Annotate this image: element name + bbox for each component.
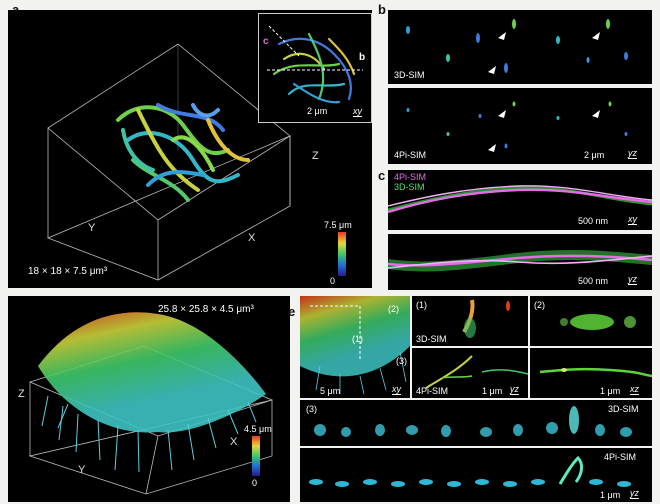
panel-e-sub3-top: (3) 3D-SIM	[300, 400, 652, 446]
panel-e-marker-1: (1)	[352, 334, 363, 344]
panel-e-sub3-bottom: 4Pi-SIM 1 μm yz	[300, 448, 652, 502]
panel-e-overview-scale: 5 μm	[320, 386, 341, 396]
panel-e-sub2-top: (2)	[530, 296, 652, 346]
panel-c-bottom: 500 nm yz	[388, 234, 652, 290]
panel-e-sub1-tag: (1)	[416, 300, 427, 310]
panel-d-volume: 25.8 × 25.8 × 4.5 μm³	[158, 304, 254, 315]
panel-a-volume: 18 × 18 × 7.5 μm³	[28, 266, 108, 277]
panel-e-overview-plane: xy	[392, 384, 401, 395]
panel-a-image: c b 2 μm xy Z Y X 18 × 18 × 7.5 μm³ 7.5 …	[8, 10, 372, 288]
panel-d-axis-z: Z	[18, 388, 25, 400]
panel-c-top-scale: 500 nm	[578, 216, 609, 226]
panel-a-axis-z: Z	[312, 150, 319, 162]
inset-c-marker: c	[263, 36, 269, 47]
panel-c-top-plane: xy	[628, 214, 637, 225]
panel-c-legend-4pi: 4Pi-SIM	[394, 172, 427, 182]
inset-b-marker: b	[359, 52, 366, 63]
panel-e-sub3-tag: (3)	[306, 404, 317, 414]
panel-a-colorbar	[338, 232, 346, 276]
panel-d-colorbar	[252, 436, 260, 476]
panel-e-sub1-scale: 1 μm	[482, 386, 503, 396]
panel-e-sub3-top-label: 3D-SIM	[608, 404, 639, 414]
panel-b-top-label: 3D-SIM	[394, 70, 425, 80]
panel-b-plane-label: yz	[628, 148, 637, 159]
panel-a-axis-y: Y	[88, 222, 96, 234]
panel-e-sub3-plane: yz	[630, 488, 639, 499]
inset-scale-label: 2 μm	[307, 106, 328, 116]
panel-e-marker-2: (2)	[388, 304, 399, 314]
panel-a-colorbar-max: 7.5 μm	[324, 220, 352, 230]
panel-e-sub1-top-label: 3D-SIM	[416, 334, 447, 344]
panel-e-sub1-top: (1) 3D-SIM	[412, 296, 528, 346]
panel-e-letter: e	[288, 304, 296, 319]
panel-c-bottom-scale: 500 nm	[578, 276, 609, 286]
panel-a-inset: c b 2 μm xy	[258, 13, 372, 123]
panel-b-bottom: 4Pi-SIM 2 μm yz	[388, 88, 652, 164]
panel-e-sub1-plane: yz	[510, 384, 519, 395]
panel-b-scale-label: 2 μm	[584, 150, 605, 160]
inset-plane-label: xy	[353, 106, 362, 117]
panel-e-marker-3: (3)	[396, 356, 407, 366]
panel-e-sub2-plane: xz	[630, 384, 639, 395]
panel-a-render	[46, 43, 346, 281]
inset-c-line	[268, 25, 300, 57]
panel-b-top: 3D-SIM	[388, 10, 652, 84]
panel-e-sub2-bottom: 1 μm xz	[530, 348, 652, 398]
panel-e-sub3-bottom-label: 4Pi-SIM	[604, 452, 637, 462]
panel-e-sub2-tag: (2)	[534, 300, 545, 310]
panel-e-sub1-bottom-label: 4Pi-SIM	[416, 386, 449, 396]
panel-a-letter: a	[12, 2, 19, 17]
panel-c-letter: c	[378, 168, 386, 183]
panel-c-bottom-plane: yz	[628, 274, 637, 285]
panel-a-colorbar-min: 0	[330, 276, 336, 286]
panel-d-colorbar-max: 4.5 μm	[244, 424, 272, 434]
panel-d-render	[28, 312, 274, 495]
panel-d-axis-x: X	[230, 436, 238, 448]
panel-c-legend-3d: 3D-SIM	[394, 182, 425, 192]
panel-d-axis-y: Y	[78, 464, 86, 476]
panel-e-sub2-scale: 1 μm	[600, 386, 621, 396]
panel-c-top: 4Pi-SIM 3D-SIM 500 nm xy	[388, 170, 652, 230]
panel-b-bottom-label: 4Pi-SIM	[394, 150, 427, 160]
panel-e-sub3-scale: 1 μm	[600, 490, 621, 500]
panel-a-inset-render	[267, 25, 363, 104]
panel-d-colorbar-min: 0	[252, 478, 258, 488]
panel-e-sub1-bottom: 4Pi-SIM 1 μm yz	[412, 348, 528, 398]
panel-e-overview: (2) (1) (3) 5 μm xy	[300, 296, 410, 398]
panel-d-image: 25.8 × 25.8 × 4.5 μm³ Z Y X 4.5 μm 0	[8, 296, 290, 502]
panel-b-letter: b	[378, 2, 386, 17]
panel-a-axis-x: X	[248, 232, 256, 244]
